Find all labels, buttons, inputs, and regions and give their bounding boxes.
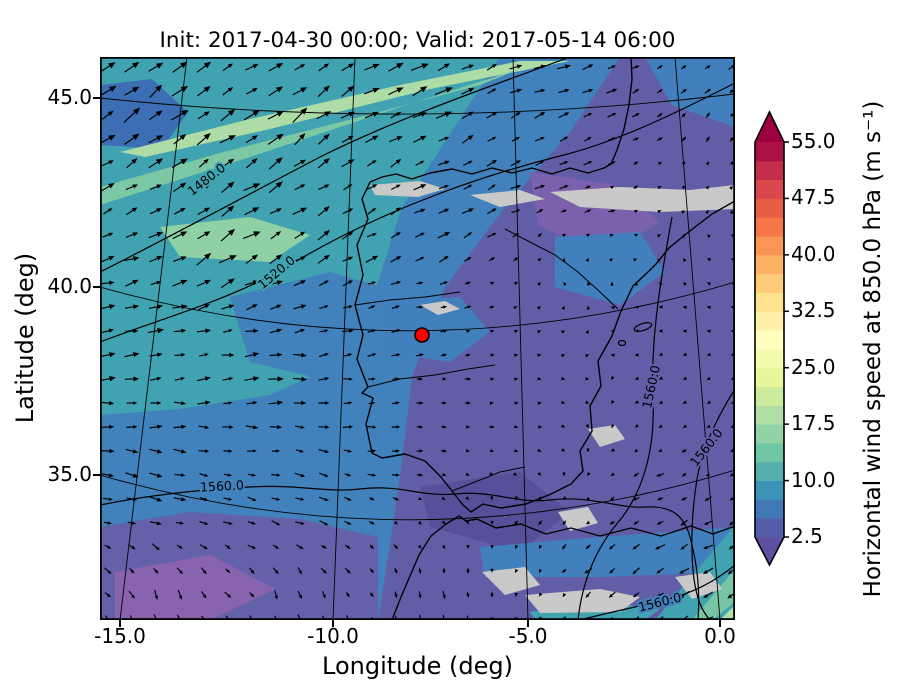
station-marker [414,327,430,343]
colorbar-segment [755,217,784,237]
graticule-line [100,469,735,521]
x-tick-label: 0.0 [704,624,736,648]
colorbar [754,110,794,570]
island-outline [617,339,627,347]
y-tick-mark [93,286,100,288]
y-tick-mark [93,474,100,476]
wind-speed-patch [480,527,735,577]
colorbar-tick-label: 10.0 [791,467,836,492]
colorbar-segment [755,499,784,519]
wind-speed-patch [100,79,188,149]
wind-speed-patch [645,57,735,127]
wind-speed-patch [160,217,310,262]
colorbar-canvas [754,110,789,567]
colorbar-segment [755,348,784,369]
colorbar-under-arrow [755,537,784,565]
river-line [367,364,496,388]
wind-speed-patch [120,61,570,157]
map-plot: 1480.0 1520.0 1560.0 1560.0 1560.0 1560.0 [99,56,736,621]
colorbar-segment [755,311,784,331]
wind-speed-patch [230,272,418,387]
x-tick-mark [119,620,121,627]
y-axis-label: Latitude (deg) [11,252,39,424]
colorbar-segment [755,442,784,463]
masked-area [550,185,735,212]
x-tick-label: -15.0 [94,624,146,648]
masked-area [470,190,545,207]
colorbar-segment [755,367,784,388]
plot-title: Init: 2017-04-30 00:00; Valid: 2017-05-1… [159,28,676,53]
colorbar-over-arrow [755,112,784,142]
colorbar-tick-label: 17.5 [791,411,836,436]
graticule-line [674,57,721,620]
masked-area [588,425,625,447]
colorbar-segment [755,198,784,218]
masked-area [558,507,598,531]
x-axis-label: Longitude (deg) [322,652,513,680]
wind-speed-patch [380,297,490,362]
x-tick-label: -5.0 [508,624,548,648]
y-tick-label: 45.0 [47,85,92,109]
colorbar-segment [755,142,784,162]
colorbar-segment [755,424,784,444]
colorbar-tick-label: 2.5 [791,524,823,548]
masked-area [420,301,460,315]
x-tick-label: -10.0 [307,624,359,648]
wind-speed-patch [420,472,570,552]
x-tick-mark [719,620,721,627]
geopotential-contour [100,82,735,343]
colorbar-segment [755,480,784,500]
coastline [369,57,633,183]
colorbar-tick-label: 40.0 [791,241,836,266]
wind-speed-patch [720,605,735,620]
geopotential-contour [691,388,735,620]
plot-border [99,56,736,621]
y-tick-label: 40.0 [47,274,92,298]
wind-quiver-layer [100,61,735,620]
colorbar-segment [755,254,784,275]
wind-speed-patch [692,569,735,620]
x-tick-mark [332,620,334,627]
contour-label: 1560.0 [200,477,245,494]
colorbar-segment [755,386,784,406]
wind-speed-patch [100,69,520,205]
geopotential-contour [100,57,571,273]
colorbar-segment [755,179,784,199]
colorbar-segment [755,405,784,425]
geopotential-contour [577,216,673,620]
colorbar-tick-label: 25.0 [791,354,836,379]
coastline [391,515,735,620]
river-line [354,291,461,306]
wind-speed-patch [115,555,275,620]
colorbar-segment [755,273,784,293]
y-tick-label: 35.0 [47,462,92,486]
graticule-line [119,57,188,620]
y-tick-mark [93,97,100,99]
river-line [504,228,619,310]
island-outline [633,322,653,332]
colorbar-segment [755,160,784,181]
colorbar-label: Horizontal wind speed at 850.0 hPa (m s⁻… [860,100,886,598]
masked-area [482,567,540,595]
masked-area [370,181,445,197]
colorbar-segment [755,461,784,482]
colorbar-tick-label: 55.0 [791,129,836,153]
colorbar-tick-label: 47.5 [791,185,836,210]
river-line [451,466,526,492]
x-tick-mark [527,620,529,627]
colorbar-segment [755,330,784,350]
colorbar-segment [755,518,784,538]
colorbar-segment [755,292,784,312]
geopotential-contour [100,485,700,620]
coastline [354,181,735,513]
colorbar-tick-label: 32.5 [791,298,836,323]
wind-speed-patch [555,232,665,305]
geopotential-contour [579,564,735,620]
graticule-line [332,57,356,620]
colorbar-segment [755,236,784,256]
